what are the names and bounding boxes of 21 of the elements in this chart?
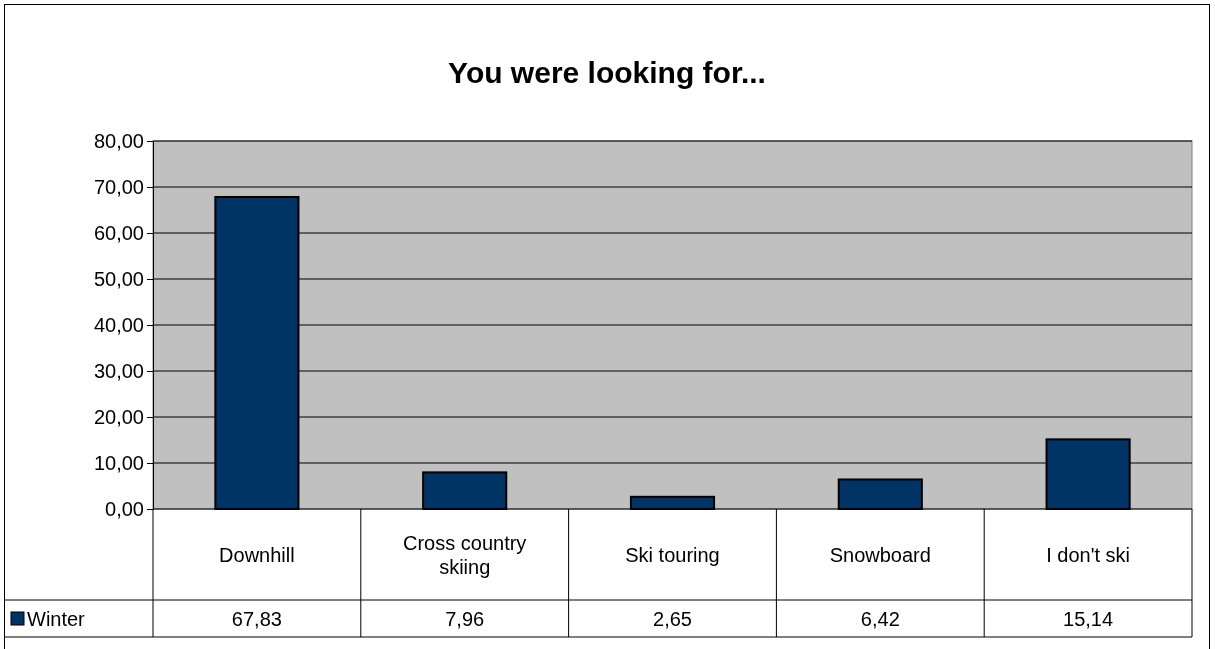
data-label: 2,65 — [653, 608, 692, 630]
legend-label: Winter — [27, 608, 86, 630]
y-tick-label: 0,00 — [105, 497, 144, 520]
x-tick-label: Downhill — [219, 543, 295, 566]
x-tick-label: Cross country skiing — [403, 531, 527, 578]
data-label: 15,14 — [1063, 608, 1114, 630]
y-tick-label: 30,00 — [93, 359, 144, 382]
chart-title: You were looking for... — [448, 56, 766, 89]
x-tick-label: Snowboard — [829, 543, 931, 566]
data-label: 7,96 — [445, 608, 485, 630]
y-tick-label: 80,00 — [93, 129, 144, 152]
data-label: 6,42 — [860, 608, 900, 630]
x-tick-label: I don't ski — [1046, 543, 1131, 566]
y-tick-label: 40,00 — [93, 313, 144, 336]
y-tick-label: 60,00 — [93, 221, 144, 244]
y-tick-label: 10,00 — [93, 451, 144, 474]
x-tick-label: Ski touring — [625, 543, 720, 566]
y-tick-label: 20,00 — [93, 405, 144, 428]
y-tick-label: 50,00 — [93, 267, 144, 290]
data-label: 67,83 — [231, 608, 282, 630]
y-tick-label: 70,00 — [93, 175, 144, 198]
